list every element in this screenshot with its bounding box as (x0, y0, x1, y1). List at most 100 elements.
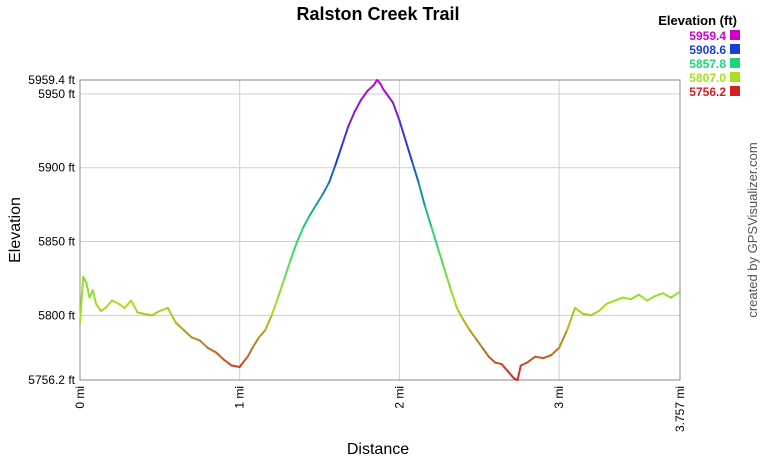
profile-segment (574, 306, 585, 315)
profile-segment (385, 92, 395, 104)
profile-segment (558, 329, 569, 349)
y-tick-label: 5950 ft (38, 87, 75, 101)
profile-segment (110, 299, 120, 305)
profile-segment (166, 306, 177, 324)
profile-segment (661, 292, 672, 299)
elevation-profile-line (79, 79, 681, 381)
profile-segment (85, 281, 91, 299)
legend-swatch (730, 58, 740, 68)
profile-segment (436, 246, 446, 270)
legend-value: 5959.4 (689, 29, 726, 43)
x-tick-label: 1 mi (233, 386, 247, 409)
profile-segment (174, 321, 185, 332)
y-axis-label: Elevation (7, 197, 24, 263)
profile-segment (308, 203, 318, 216)
y-tick-label: 5900 ft (38, 161, 75, 175)
profile-segment (270, 296, 280, 317)
chart-title: Ralston Creek Trail (296, 4, 459, 24)
profile-segment (190, 336, 201, 342)
profile-segment (411, 160, 420, 184)
profile-segment (251, 336, 260, 349)
profile-segment (230, 364, 241, 369)
profile-segment (487, 355, 497, 364)
profile-segment (289, 240, 299, 261)
profile-segment (142, 312, 153, 317)
profile-segment (542, 354, 553, 360)
x-tick-label: 0 mi (73, 386, 87, 409)
legend-value: 5908.6 (689, 43, 726, 57)
plot-area-border (79, 79, 681, 381)
profile-segment (360, 89, 369, 101)
profile-segment (347, 110, 356, 128)
profile-segment (264, 314, 273, 332)
profile-segment (130, 299, 139, 314)
profile-segment (621, 296, 632, 301)
profile-segment (404, 140, 414, 163)
profile-segment (123, 299, 133, 309)
profile-segment (614, 296, 624, 302)
y-tick-label: 5959.4 ft (28, 73, 75, 87)
profile-segment (283, 258, 292, 280)
profile-segment (206, 346, 217, 354)
profile-segment (606, 299, 617, 305)
x-tick-label: 3 mi (552, 386, 566, 409)
profile-segment (94, 302, 102, 312)
profile-segment (582, 312, 593, 317)
profile-segment (246, 346, 254, 358)
profile-segment (443, 267, 452, 290)
profile-segment (379, 82, 385, 91)
profile-segment (653, 292, 664, 298)
profile-segment (340, 125, 350, 147)
profile-segment (494, 361, 503, 366)
legend-swatch (730, 86, 740, 96)
profile-segment (519, 361, 529, 367)
profile-segment (136, 311, 145, 315)
legend-swatch (730, 72, 740, 82)
profile-segment (398, 119, 407, 143)
profile-segment (150, 309, 161, 317)
legend: Elevation (ft) 5959.45908.65857.85807.05… (658, 13, 740, 99)
profile-segment (353, 98, 363, 113)
legend-swatch (730, 44, 740, 54)
profile-segment (516, 364, 522, 381)
profile-segment (392, 101, 401, 122)
profile-segment (82, 275, 88, 284)
profile-segment (366, 84, 375, 92)
profile-segment (302, 213, 311, 228)
profile-segment (507, 370, 516, 380)
credit-text: created by GPSVisualizer.com (745, 142, 760, 317)
x-tick-label: 3.757 mi (673, 386, 687, 432)
profile-segment (526, 355, 537, 364)
y-tick-labels: 5756.2 ft 5800 ft 5850 ft 5900 ft 5950 ft595… (28, 73, 75, 387)
profile-segment (500, 363, 510, 373)
profile-segment (637, 293, 648, 302)
profile-segment (468, 329, 478, 340)
profile-segment (321, 181, 331, 196)
legend-title: Elevation (ft) (658, 13, 737, 28)
grid (79, 79, 681, 381)
profile-segment (430, 225, 439, 249)
profile-segment (629, 293, 640, 301)
profile-segment (158, 306, 169, 312)
x-axis-label: Distance (347, 441, 409, 458)
profile-segment (241, 355, 249, 364)
x-tick-labels: 0 mi 1 mi 2 mi 3 mi 3.757 mi (73, 386, 687, 432)
profile-segment (423, 205, 433, 228)
profile-segment (550, 346, 561, 357)
profile-segment (534, 355, 545, 360)
profile-segment (91, 289, 97, 305)
profile-segment (645, 295, 656, 302)
profile-segment (462, 318, 471, 332)
y-tick-label: 5800 ft (38, 308, 75, 322)
profile-segment (296, 225, 305, 243)
y-tick-label: 5850 ft (38, 235, 75, 249)
legend-value: 5807.0 (689, 71, 726, 85)
profile-segment (182, 329, 193, 339)
profile-segment (449, 287, 458, 309)
profile-segment (334, 144, 343, 166)
x-tick-label: 2 mi (392, 386, 406, 409)
profile-segment (79, 275, 85, 324)
profile-segment (328, 163, 337, 184)
